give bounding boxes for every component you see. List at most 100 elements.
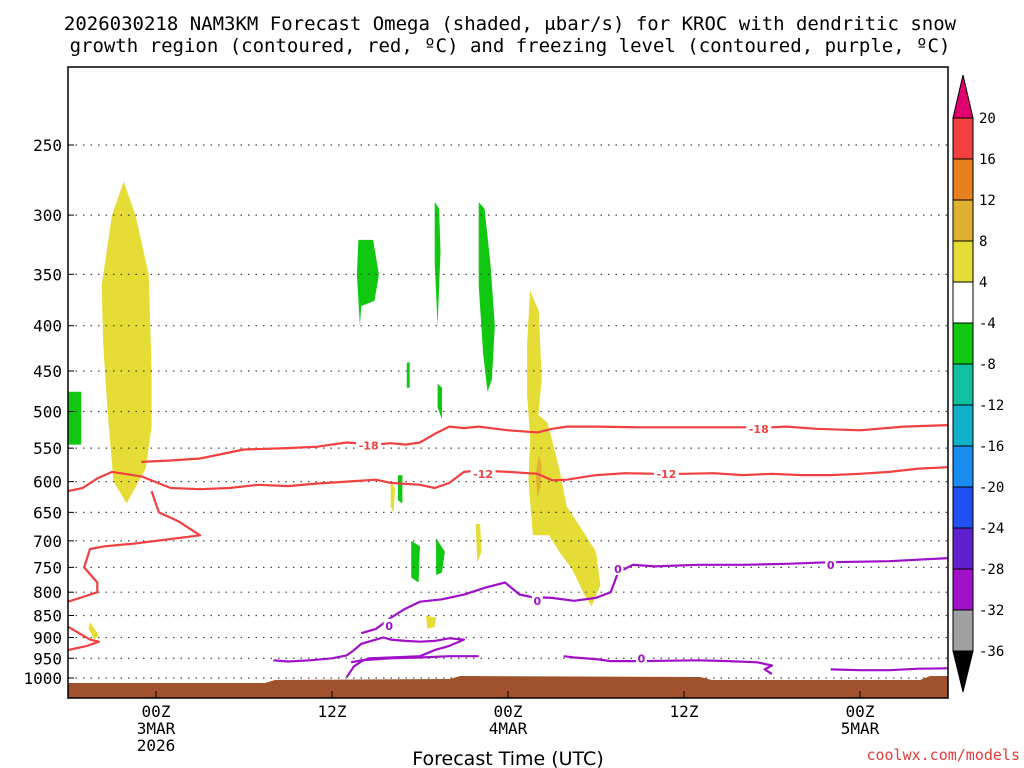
- omega-region-sinking_strong: [535, 455, 542, 498]
- omega-region-sinking: [88, 622, 99, 640]
- contour-label: -12: [473, 468, 493, 481]
- colorbar-swatch: [952, 568, 974, 611]
- colorbar-swatch: [952, 527, 974, 570]
- contour-label: -12: [656, 468, 676, 481]
- freezing-level-contour: [350, 655, 479, 664]
- omega-region-sinking: [101, 181, 152, 504]
- y-tick-label: 500: [33, 403, 62, 422]
- contour-label: 0: [385, 620, 393, 633]
- omega-region-rising: [478, 202, 495, 392]
- freezing-level-contour: [563, 655, 774, 676]
- colorbar-tick-label: -4: [979, 316, 996, 332]
- colorbar-tick-label: 16: [979, 152, 996, 168]
- colorbar-swatch: [952, 404, 974, 447]
- x-tick-label: 5MAR: [841, 719, 880, 738]
- contour-label: -18: [749, 423, 769, 436]
- omega-region-rising: [437, 383, 442, 420]
- colorbar-tick-label: 20: [979, 111, 996, 127]
- colorbar-swatch: [952, 240, 974, 283]
- y-tick-label: 450: [33, 362, 62, 381]
- dgz-contour: [67, 466, 949, 493]
- omega-region-rising: [356, 239, 379, 326]
- x-tick-label: 2026: [137, 736, 176, 755]
- colorbar-swatch: [952, 199, 974, 242]
- x-tick-label: 00Z: [846, 702, 875, 721]
- pressure-gridlines: [68, 144, 948, 679]
- contour-label-bg: [356, 438, 382, 452]
- x-tick-label: 12Z: [670, 702, 699, 721]
- x-tick-label: 12Z: [318, 702, 347, 721]
- colorbar-swatch: [952, 363, 974, 406]
- credit-text: coolwx.com/models: [866, 746, 1020, 764]
- contour-label: 0: [614, 563, 622, 576]
- x-tick-label: 3MAR: [137, 719, 176, 738]
- y-tick-label: 750: [33, 558, 62, 577]
- omega-region-sinking: [528, 411, 601, 607]
- plot-area: -18 -18 -12 -12 0 0 0 0 0: [67, 66, 949, 699]
- colorbar-tick-label: -28: [979, 562, 1004, 578]
- freezing-level-contour: [830, 667, 949, 672]
- y-axis: 250 300 350 400 450 500 550 600 650 700 750 800 850 9…: [23, 136, 74, 688]
- omega-region-sinking: [527, 290, 542, 456]
- y-tick-label: 1000: [23, 669, 62, 688]
- contour-label-layer: -18 -18 -12 -12 0 0 0 0 0: [356, 421, 837, 665]
- y-tick-label: 250: [33, 136, 62, 155]
- y-tick-label: 950: [33, 649, 62, 668]
- omega-region-sinking: [425, 615, 437, 629]
- contour-label-bg: [383, 618, 395, 632]
- omega-region-sinking: [475, 524, 482, 563]
- plot-frame: [67, 66, 949, 699]
- dgz-contour: [141, 424, 949, 463]
- y-tick-label: 600: [33, 473, 62, 492]
- colorbar-swatch: [952, 445, 974, 488]
- y-tick-label: 550: [33, 439, 62, 458]
- colorbar-tick-label: -12: [979, 398, 1004, 414]
- colorbar-swatch: [952, 158, 974, 201]
- y-tick-label: 650: [33, 503, 62, 522]
- y-tick-label: 400: [33, 317, 62, 336]
- colorbar-bottom-arrow: [952, 650, 974, 693]
- colorbar-swatch: [952, 486, 974, 529]
- x-tick-label: 00Z: [494, 702, 523, 721]
- ground-surface: [68, 676, 948, 698]
- omega-region-rising: [436, 538, 445, 575]
- contour-label: -18: [359, 439, 379, 452]
- contour-label-bg: [531, 593, 543, 607]
- chart-title-line2: growth region (contoured, red, ºC) and f…: [70, 35, 951, 57]
- contour-label-bg: [635, 651, 647, 665]
- colorbar-tick-label: -16: [979, 439, 1004, 455]
- colorbar-swatch: [952, 117, 974, 160]
- contour-label-bg: [470, 466, 496, 480]
- y-tick-label: 300: [33, 206, 62, 225]
- y-tick-label: 800: [33, 583, 62, 602]
- chart-title-line1: 2026030218 NAM3KM Forecast Omega (shaded…: [64, 13, 957, 35]
- omega-region-sinking: [390, 481, 396, 513]
- omega-region-rising: [398, 475, 403, 504]
- colorbar-tick-label: -20: [979, 480, 1004, 496]
- omega-region-rising: [68, 391, 82, 445]
- dgz-contour: [67, 625, 100, 652]
- colorbar-swatch: [952, 281, 974, 324]
- dgz-contour: [67, 490, 202, 603]
- omega-region-rising: [406, 362, 410, 388]
- omega-region-rising: [434, 202, 441, 326]
- x-tick-label: 4MAR: [489, 719, 528, 738]
- colorbar-tick-label: -32: [979, 603, 1004, 619]
- contour-label: 0: [827, 559, 835, 572]
- colorbar-tick-label: -36: [979, 644, 1004, 660]
- contour-label: 0: [638, 652, 646, 665]
- x-axis-title: Forecast Time (UTC): [412, 748, 603, 768]
- colorbar-tick-label: -8: [979, 357, 996, 373]
- colorbar-swatch: [952, 322, 974, 365]
- x-tick-label: 00Z: [142, 702, 171, 721]
- colorbar-tick-label: -24: [979, 521, 1004, 537]
- y-tick-label: 850: [33, 607, 62, 626]
- omega-shading-layer: [68, 181, 601, 640]
- y-tick-label: 900: [33, 628, 62, 647]
- y-tick-label: 700: [33, 532, 62, 551]
- contour-label-bg: [612, 561, 624, 575]
- contour-label-bg: [746, 421, 772, 435]
- contour-label-bg: [653, 466, 679, 480]
